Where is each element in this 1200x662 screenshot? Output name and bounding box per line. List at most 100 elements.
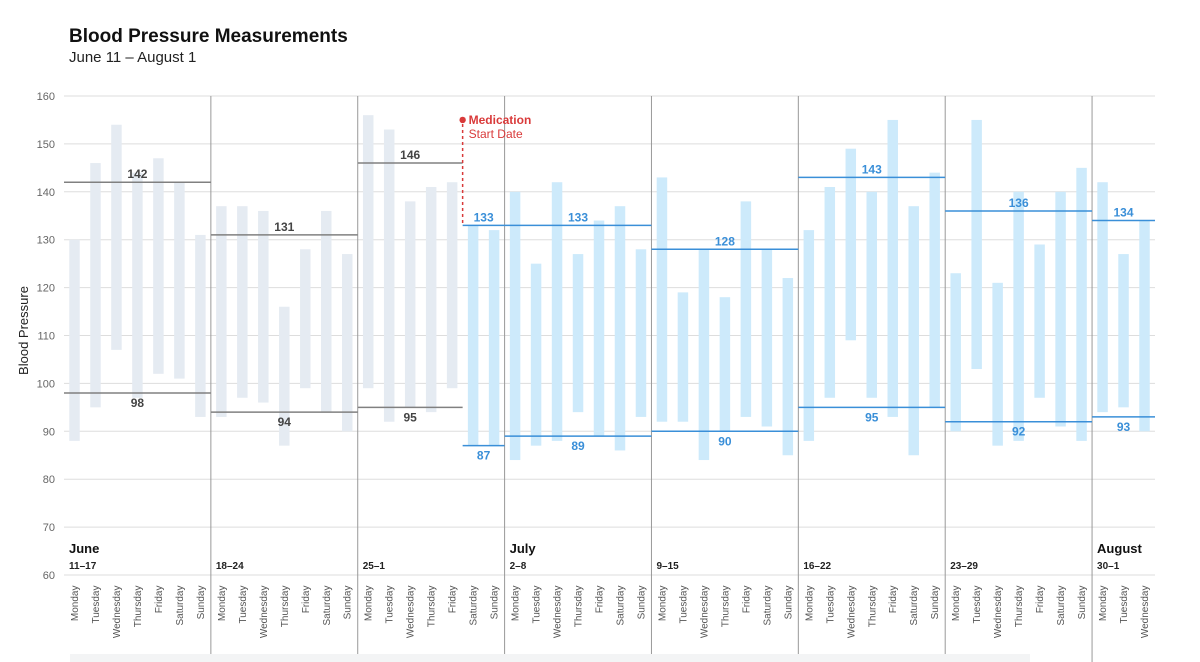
x-tick-label: Tuesday bbox=[1119, 586, 1130, 624]
bp-range-bar bbox=[69, 239, 80, 441]
y-tick-label: 140 bbox=[37, 187, 55, 199]
bp-range-bar bbox=[530, 263, 542, 446]
high-average-label: 133 bbox=[568, 210, 588, 224]
bp-range-bar bbox=[908, 206, 919, 456]
medication-marker-dot bbox=[459, 116, 466, 124]
bp-range-bar bbox=[1013, 191, 1024, 441]
x-tick-label: Friday bbox=[888, 586, 899, 614]
week-range-label: 25–1 bbox=[363, 561, 386, 572]
bp-range-bar bbox=[971, 119, 982, 370]
x-tick-label: Wednesday bbox=[993, 586, 1004, 639]
bp-range-bar bbox=[614, 206, 626, 451]
chart-title: Blood Pressure Measurements bbox=[69, 26, 348, 47]
bp-range-bar bbox=[425, 187, 437, 413]
y-tick-label: 80 bbox=[43, 474, 55, 486]
bp-range-bar bbox=[740, 201, 752, 417]
x-tick-label: Monday bbox=[70, 586, 81, 622]
x-tick-label: Tuesday bbox=[532, 586, 543, 624]
high-average-label: 131 bbox=[274, 220, 294, 234]
bp-range-bar bbox=[593, 220, 605, 437]
medication-sublabel: Start Date bbox=[469, 127, 523, 141]
high-average-label: 134 bbox=[1114, 206, 1134, 220]
low-average-label: 92 bbox=[1012, 425, 1026, 439]
bp-range-bar bbox=[782, 278, 794, 456]
x-tick-label: Wednesday bbox=[259, 586, 270, 639]
week-range-label: 2–8 bbox=[510, 561, 527, 572]
x-tick-label: Saturday bbox=[175, 586, 186, 626]
bp-range-bar bbox=[719, 297, 731, 432]
x-tick-label: Saturday bbox=[322, 586, 333, 626]
x-tick-label: Wednesday bbox=[112, 586, 123, 639]
bp-range-bar bbox=[174, 182, 185, 379]
bp-range-bar bbox=[341, 254, 353, 432]
x-tick-label: Saturday bbox=[469, 586, 480, 626]
x-tick-label: Saturday bbox=[1056, 586, 1067, 626]
low-average-label: 90 bbox=[718, 434, 732, 448]
x-tick-label: Monday bbox=[1098, 586, 1109, 622]
bp-range-bar bbox=[321, 210, 332, 413]
x-tick-label: Sunday bbox=[490, 586, 501, 620]
month-label: July bbox=[510, 541, 537, 556]
bp-range-bar bbox=[362, 115, 374, 389]
x-tick-label: Wednesday bbox=[1140, 586, 1151, 639]
bp-range-bar bbox=[551, 182, 563, 441]
x-tick-label: Friday bbox=[741, 586, 752, 614]
x-tick-label: Monday bbox=[657, 586, 668, 622]
bp-range-bar bbox=[216, 206, 227, 417]
x-tick-label: Thursday bbox=[1014, 586, 1025, 628]
x-tick-label: Thursday bbox=[427, 586, 438, 628]
bp-range-bar bbox=[300, 249, 311, 389]
y-tick-label: 120 bbox=[37, 283, 55, 295]
y-tick-label: 70 bbox=[43, 522, 55, 534]
bp-range-bar bbox=[572, 254, 584, 413]
y-tick-label: 110 bbox=[37, 331, 55, 343]
x-tick-label: Sunday bbox=[930, 586, 941, 620]
bp-range-bar bbox=[824, 187, 836, 398]
bp-range-bar bbox=[929, 172, 940, 408]
high-average-label: 143 bbox=[862, 162, 882, 176]
high-average-label: 136 bbox=[1009, 196, 1029, 210]
x-tick-label: Wednesday bbox=[406, 586, 417, 639]
bp-range-bar bbox=[446, 182, 458, 389]
month-label: June bbox=[69, 541, 99, 556]
y-tick-label: 150 bbox=[37, 139, 55, 151]
x-tick-label: Sunday bbox=[343, 586, 354, 620]
x-tick-label: Thursday bbox=[133, 586, 144, 628]
bp-range-bar bbox=[195, 234, 206, 417]
bp-range-bar bbox=[1034, 244, 1045, 398]
chart-subtitle: June 11 – August 1 bbox=[69, 49, 197, 66]
bp-range-bar bbox=[803, 230, 815, 441]
x-tick-label: Friday bbox=[301, 586, 312, 614]
x-tick-label: Sunday bbox=[1077, 586, 1088, 620]
low-average-label: 93 bbox=[1117, 420, 1131, 434]
bp-range-bar bbox=[1076, 167, 1087, 441]
bp-range-bar bbox=[383, 129, 395, 422]
bp-range-bar bbox=[887, 119, 898, 417]
bp-range-bar bbox=[1118, 254, 1129, 408]
high-average-label: 133 bbox=[474, 210, 494, 224]
bp-range-bar bbox=[279, 306, 290, 446]
x-tick-label: Tuesday bbox=[972, 586, 983, 624]
x-tick-label: Sunday bbox=[636, 586, 647, 620]
x-tick-label: Friday bbox=[448, 586, 459, 614]
x-tick-label: Thursday bbox=[280, 586, 291, 628]
x-tick-label: Friday bbox=[595, 586, 606, 614]
x-tick-label: Saturday bbox=[615, 586, 626, 626]
y-axis-label: Blood Pressure bbox=[16, 286, 31, 375]
x-tick-label: Tuesday bbox=[678, 586, 689, 624]
x-tick-label: Saturday bbox=[909, 586, 920, 626]
bp-range-bar bbox=[258, 210, 269, 403]
bp-range-bar bbox=[1139, 220, 1150, 432]
month-label: August bbox=[1097, 541, 1142, 556]
low-average-label: 94 bbox=[278, 415, 292, 429]
bp-range-bar bbox=[992, 282, 1003, 446]
bp-range-bar bbox=[132, 172, 143, 398]
bp-range-bar bbox=[1055, 191, 1066, 427]
x-tick-label: Thursday bbox=[720, 586, 731, 628]
high-average-label: 146 bbox=[400, 148, 420, 162]
bp-range-bar bbox=[950, 273, 961, 432]
low-average-label: 87 bbox=[477, 449, 491, 463]
bp-range-bar bbox=[845, 148, 857, 341]
x-tick-label: Saturday bbox=[762, 586, 773, 626]
scroll-track bbox=[70, 654, 1030, 662]
